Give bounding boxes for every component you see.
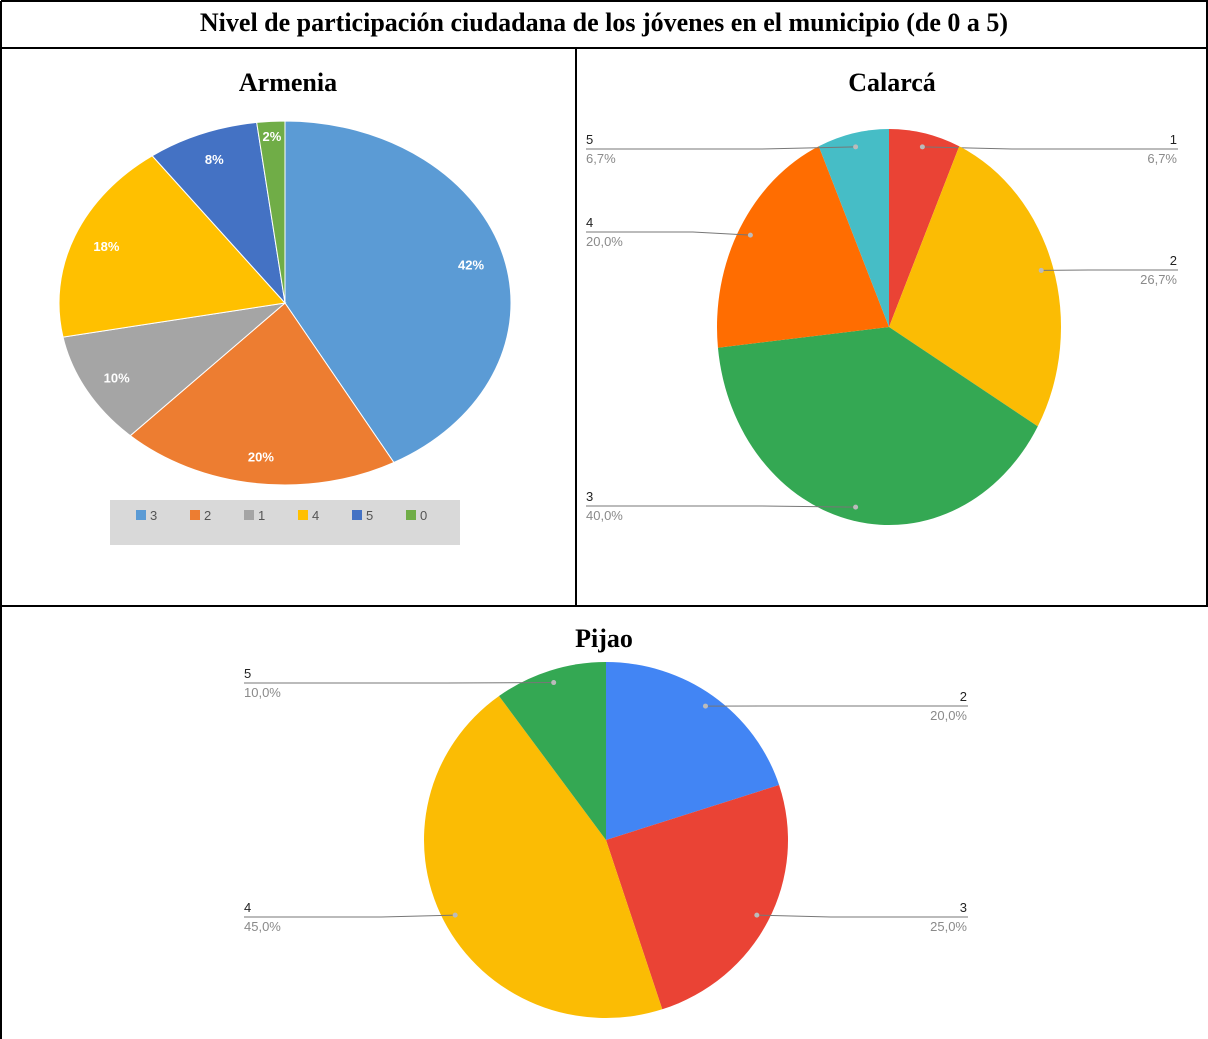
leader-line-calarca-5	[586, 146, 856, 150]
data-label-armenia-5: 8%	[205, 152, 224, 167]
leader-line-pijao-3	[756, 914, 968, 918]
data-label-armenia-3: 42%	[458, 258, 484, 273]
pie-slice-pijao-3	[606, 784, 789, 1010]
category-label-calarca-3: 3	[586, 489, 593, 504]
pie-slice-armenia-0	[256, 120, 286, 304]
chart-title-armenia: Armenia	[238, 68, 338, 97]
leader-dot-pijao-2	[702, 703, 708, 709]
data-label-calarca-3: 40,0%	[586, 508, 623, 523]
pie-slice-calarca-3	[717, 327, 1038, 526]
legend-label-armenia-4: 4	[312, 508, 319, 523]
leader-line-calarca-4	[586, 231, 751, 236]
data-label-pijao-2: 20,0%	[930, 708, 967, 723]
legend-swatch-armenia-2	[190, 510, 200, 520]
legend-swatch-armenia-4	[298, 510, 308, 520]
data-label-armenia-1: 10%	[104, 371, 130, 386]
category-label-calarca-2: 2	[1170, 253, 1177, 268]
pie-slice-armenia-3	[284, 120, 512, 464]
leader-dot-calarca-3	[853, 504, 859, 510]
pie-slice-armenia-2	[129, 302, 395, 486]
data-label-armenia-4: 18%	[93, 239, 119, 254]
category-label-pijao-5: 5	[244, 666, 251, 681]
legend-label-armenia-2: 2	[204, 508, 211, 523]
calarca-pie-chart: 1 6,7% 2 26,7% 3 40,0% 4 20,0% 5 6,7%	[586, 129, 1178, 526]
chart-title-calarca: Calarcá	[848, 68, 936, 97]
pie-slice-armenia-1	[62, 302, 287, 437]
legend-swatch-armenia-0	[406, 510, 416, 520]
legend-label-armenia-0: 0	[420, 508, 427, 523]
leader-dot-pijao-5	[551, 680, 557, 686]
data-label-calarca-2: 26,7%	[1140, 272, 1177, 287]
data-label-pijao-3: 25,0%	[930, 919, 967, 934]
leader-dot-pijao-3	[754, 912, 760, 918]
leader-dot-calarca-4	[747, 232, 753, 238]
chart-title-pijao: Pijao	[575, 624, 633, 653]
pie-slice-calarca-5	[818, 129, 889, 327]
category-label-pijao-3: 3	[960, 900, 967, 915]
leader-dot-calarca-1	[919, 144, 925, 150]
leader-dot-calarca-5	[853, 144, 859, 150]
armenia-pie-chart: 42% 20% 10% 18% 8% 2% 3 2 1 4 5 0	[58, 120, 512, 545]
leader-line-calarca-3	[586, 505, 856, 508]
pijao-pie-chart: 2 20,0% 3 25,0% 4 45,0% 5 10,0%	[244, 662, 968, 1018]
legend-armenia	[110, 500, 460, 545]
legend-swatch-armenia-5	[352, 510, 362, 520]
category-label-pijao-4: 4	[244, 900, 251, 915]
legend-label-armenia-1: 1	[258, 508, 265, 523]
legend-label-armenia-3: 3	[150, 508, 157, 523]
pie-slice-pijao-4	[423, 695, 663, 1018]
category-label-calarca-5: 5	[586, 132, 593, 147]
leader-line-pijao-4	[244, 914, 456, 918]
category-label-calarca-4: 4	[586, 215, 593, 230]
legend-swatch-armenia-3	[136, 510, 146, 520]
data-label-armenia-0: 2%	[263, 129, 282, 144]
leader-dot-pijao-4	[452, 912, 458, 918]
page-title: Nivel de participación ciudadana de los …	[199, 8, 1009, 37]
legend-label-armenia-5: 5	[366, 508, 373, 523]
pie-slice-calarca-2	[889, 146, 1061, 427]
data-label-armenia-2: 20%	[248, 449, 274, 464]
pie-slice-pijao-5	[499, 662, 606, 840]
pie-slice-calarca-4	[717, 146, 889, 348]
category-label-calarca-1: 1	[1170, 132, 1177, 147]
data-label-pijao-5: 10,0%	[244, 685, 281, 700]
leader-line-calarca-1	[922, 146, 1178, 150]
pie-slice-calarca-1	[889, 129, 960, 327]
data-label-calarca-4: 20,0%	[586, 234, 623, 249]
data-label-calarca-1: 6,7%	[1147, 151, 1177, 166]
pie-slice-armenia-5	[151, 121, 286, 305]
data-label-calarca-5: 6,7%	[586, 151, 616, 166]
legend-swatch-armenia-1	[244, 510, 254, 520]
pie-slice-armenia-4	[58, 155, 286, 338]
leader-dot-calarca-2	[1038, 267, 1044, 273]
pie-slice-pijao-2	[606, 662, 780, 840]
category-label-pijao-2: 2	[960, 689, 967, 704]
data-label-pijao-4: 45,0%	[244, 919, 281, 934]
